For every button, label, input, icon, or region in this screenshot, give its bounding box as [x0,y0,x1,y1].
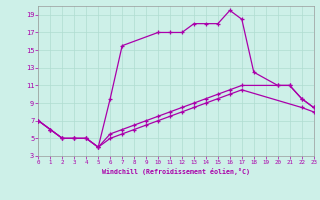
X-axis label: Windchill (Refroidissement éolien,°C): Windchill (Refroidissement éolien,°C) [102,168,250,175]
